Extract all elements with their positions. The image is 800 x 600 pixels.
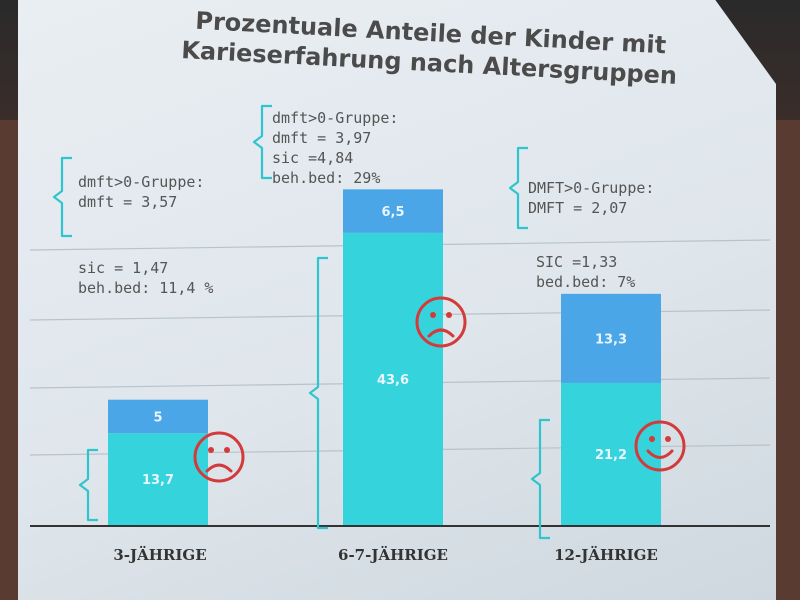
face-eye-left-0 <box>208 447 214 453</box>
face-eye-left-1 <box>430 312 436 318</box>
sad-face-mouth-0 <box>205 463 233 473</box>
bar-label-1-1: 6,5 <box>381 205 404 220</box>
bracket-note-12 <box>508 146 528 230</box>
bracket-note-6-7 <box>252 104 272 180</box>
face-outline-0 <box>193 431 245 483</box>
bar-label-0-0: 13,7 <box>142 473 174 488</box>
category-label-12: 12-JÄHRIGE <box>554 546 658 564</box>
bar-label-2-1: 13,3 <box>595 332 627 347</box>
face-outline-1 <box>415 296 467 348</box>
note-12-group: DMFT>0-Gruppe: DMFT = 2,07 <box>528 179 655 217</box>
face-eye-right-1 <box>446 312 452 318</box>
bar-label-2-0: 21,2 <box>595 448 627 463</box>
face-eye-right-0 <box>224 447 230 453</box>
bar-segment-0-0 <box>108 433 208 525</box>
face-eye-left-2 <box>649 436 655 442</box>
bracket-bar-6-7 <box>308 256 328 530</box>
bracket-bar-3 <box>78 448 98 522</box>
happy-face-mouth-2 <box>646 449 674 459</box>
note-3-group: dmft>0-Gruppe: dmft = 3,57 <box>78 173 205 211</box>
face-eye-right-2 <box>665 436 671 442</box>
bar-segment-1-1 <box>343 189 443 233</box>
note-12-sic: SIC =1,33 bed.bed: 7% <box>536 253 636 291</box>
bar-label-0-1: 5 <box>153 410 162 425</box>
bar-segment-2-1 <box>561 293 661 383</box>
bar-segment-0-1 <box>108 399 208 434</box>
bar-segment-2-0 <box>561 382 661 525</box>
category-label-6-7: 6-7-JÄHRIGE <box>338 546 448 564</box>
note-3-sic: sic = 1,47 beh.bed: 11,4 % <box>78 259 214 297</box>
bar-segment-1-0 <box>343 232 443 525</box>
face-outline-2 <box>634 420 686 472</box>
note-67-group: dmft>0-Gruppe: dmft = 3,97 sic =4,84 beh… <box>272 109 399 187</box>
category-label-3: 3-JÄHRIGE <box>113 546 207 564</box>
bar-label-1-0: 43,6 <box>377 373 409 388</box>
sad-face-mouth-1 <box>427 328 455 338</box>
bracket-note-3 <box>52 156 72 238</box>
bracket-bar-12 <box>530 418 550 540</box>
